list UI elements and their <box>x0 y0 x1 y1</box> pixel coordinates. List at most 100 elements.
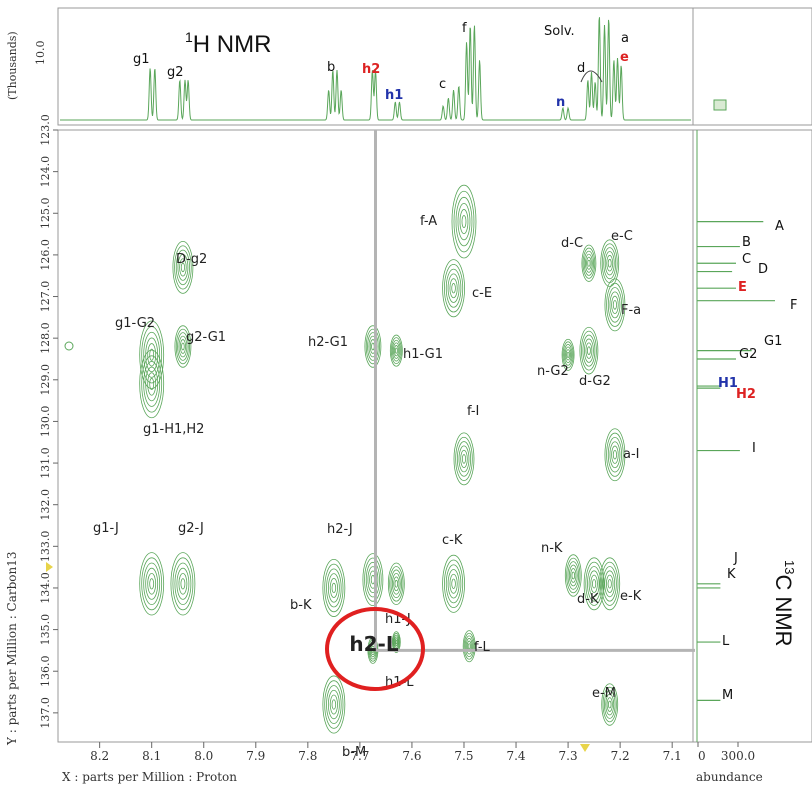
c13-peak-label-0: A <box>775 219 784 234</box>
cross-peak-label-20: e-C <box>611 229 633 244</box>
top-spectrum-y-label: (Thousands) <box>6 31 19 100</box>
right-tick-label-1: 300.0 <box>721 749 755 763</box>
c13-peak-label-6: G1 <box>764 334 782 349</box>
y-tick-label-8: 131.0 <box>39 447 52 479</box>
c13-peak-label-12: K <box>727 567 736 582</box>
cross-peak-label-7: h1-G1 <box>403 347 443 362</box>
cross-peak-label-0: D-g2 <box>176 252 207 267</box>
side-spectrum-frame <box>692 7 812 126</box>
top-peak-label-0: g1 <box>133 52 150 67</box>
x-tick-label-2: 8.0 <box>194 749 213 763</box>
x-tick-label-1: 8.1 <box>142 749 161 763</box>
cross-peak-17 <box>442 554 465 613</box>
x-axis-marker <box>580 744 590 752</box>
top-peak-label-2: b <box>327 60 335 75</box>
x-tick-label-5: 7.7 <box>350 749 369 763</box>
c-nmr-title-sup: 13 <box>782 560 797 574</box>
top-spectrum-trace <box>60 17 691 121</box>
cross-peak-label-17: c-K <box>442 533 463 548</box>
cross-peak-label-6: h2-G1 <box>308 335 348 350</box>
x-axis-label: X : parts per Million : Proton <box>62 770 237 784</box>
y-tick-label-9: 132.0 <box>39 489 52 520</box>
cross-peak-28 <box>601 683 619 726</box>
c13-peak-label-5: F <box>790 298 797 313</box>
cross-peak-21 <box>604 278 626 332</box>
cross-peak-label-15: c-E <box>472 286 492 301</box>
x-tick-label-9: 7.3 <box>559 749 578 763</box>
x-tick-label-4: 7.8 <box>298 749 317 763</box>
cross-peak-label-18: f-L <box>474 640 491 655</box>
cross-peak-2 <box>174 325 192 368</box>
c13-peak-label-9: H2 <box>736 387 756 402</box>
cross-peak-11 <box>391 631 401 653</box>
y-tick-label-13: 136.0 <box>39 655 52 687</box>
cross-peak-label-13: b-M <box>342 745 366 760</box>
cross-peak-15 <box>442 259 465 318</box>
cross-peak-5 <box>170 552 196 616</box>
c-nmr-title: 13C NMR <box>771 560 797 647</box>
x-tick-label-6: 7.6 <box>402 749 421 763</box>
cross-peak-23 <box>579 326 599 375</box>
cross-peak-label-14: f-A <box>420 214 437 229</box>
top-peak-label-5: c <box>439 77 446 92</box>
x-axis-stray-point <box>64 341 74 351</box>
cross-peak-label-1: g1-G2 <box>115 316 155 331</box>
x-tick-label-8: 7.4 <box>506 749 525 763</box>
cross-peak-label-19: d-C <box>561 236 583 251</box>
cross-peak-13 <box>322 675 346 734</box>
c13-peak-label-4: E <box>738 280 747 295</box>
c13-peak-label-10: I <box>752 441 756 456</box>
cross-peak-7 <box>389 334 403 367</box>
c-nmr-title-main: C NMR <box>771 574 796 646</box>
y-tick-label-1: 124.0 <box>39 156 52 188</box>
cross-peak-label-27: e-K <box>620 589 642 604</box>
cross-peak-8 <box>362 553 384 607</box>
y-tick-label-11: 134.0 <box>39 572 52 604</box>
side-panel-icon <box>713 99 727 111</box>
cross-peak-label-5: g2-J <box>178 521 204 536</box>
cross-peak-22 <box>561 338 575 371</box>
right-spectrum-frame <box>692 129 812 743</box>
cross-peak-27 <box>599 557 621 611</box>
top-peak-label-11: e <box>620 50 629 65</box>
top-peak-label-10: a <box>621 31 629 46</box>
top-peak-label-9: Solv. <box>544 24 575 39</box>
cross-peak-label-21: F-a <box>621 303 641 318</box>
solvent-bracket <box>580 70 603 83</box>
cross-peak-label-3: g1-H1,H2 <box>143 422 204 437</box>
x-tick-label-3: 7.9 <box>246 749 265 763</box>
y-tick-label-10: 133.0 <box>39 531 52 563</box>
cross-peak-label-16: f-I <box>467 404 479 419</box>
cross-peak-26 <box>583 557 605 611</box>
c13-peak-label-13: L <box>722 634 730 649</box>
y-tick-label-3: 126.0 <box>39 239 52 270</box>
y-tick-label-12: 135.0 <box>39 614 52 646</box>
cross-peak-label-10: b-K <box>290 598 312 613</box>
cross-peak-label-23: d-G2 <box>579 374 611 389</box>
cross-peak-4 <box>139 552 165 616</box>
highlight-label: h2-L <box>349 632 398 656</box>
right-tick-label-0: 0 <box>698 749 706 763</box>
y-tick-label-2: 125.0 <box>39 198 52 230</box>
x-tick-label-11: 7.1 <box>663 749 682 763</box>
cross-peak-16 <box>453 432 475 486</box>
cross-peak-label-4: g1-J <box>93 521 119 536</box>
cross-peak-25 <box>564 554 582 597</box>
cross-peak-10 <box>322 558 346 617</box>
y-tick-label-4: 127.0 <box>39 281 52 313</box>
top-peak-label-8: d <box>577 61 585 76</box>
top-peak-label-1: g2 <box>167 65 184 80</box>
cross-peak-label-26: d-K <box>577 592 599 607</box>
h-nmr-title-sup: 1 <box>185 29 193 45</box>
cross-peak-label-2: g2-G1 <box>186 330 226 345</box>
top-spectrum-y-tick: 10.0 <box>34 41 47 66</box>
cross-peak-label-22: n-G2 <box>537 364 569 379</box>
top-peak-label-6: f <box>462 21 467 36</box>
cross-peak-3 <box>139 349 165 419</box>
y-tick-label-6: 129.0 <box>39 364 52 396</box>
c13-peak-label-2: C <box>742 252 751 267</box>
x-tick-label-0: 8.2 <box>90 749 109 763</box>
y-tick-label-0: 123.0 <box>39 114 52 146</box>
y-tick-label-7: 130.0 <box>39 406 52 438</box>
